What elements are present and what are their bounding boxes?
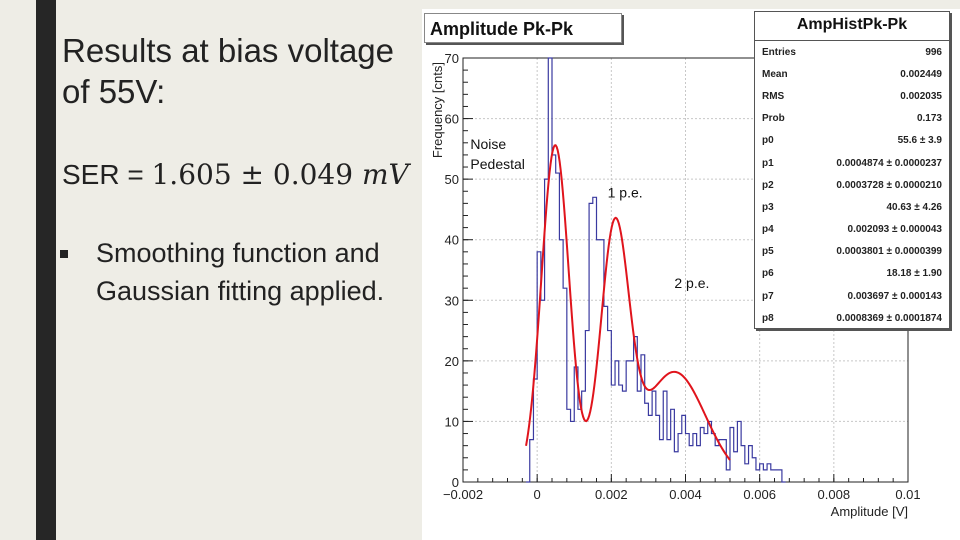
y-tick-label: 30 [445,293,459,308]
stats-label: p6 [762,268,774,280]
formula-unit: mV [361,158,409,191]
stats-value: 0.0008369 ± 0.0001874 [836,312,942,324]
stats-label: Prob [762,113,785,125]
stats-label: Mean [762,68,788,80]
stats-title: AmpHistPk-Pk [755,12,949,41]
y-tick-label: 40 [445,233,459,248]
formula-value: 1.605 ± 0.049 [151,158,362,191]
stats-box: AmpHistPk-Pk Entries 996 Mean 0.002449 RMS 0.… [754,11,950,329]
y-tick-label: 10 [445,414,459,429]
slide-title: Results at bias voltage of 55V: [62,32,395,110]
left-accent-bar [36,0,56,540]
x-tick-label: 0.002 [595,487,628,502]
stats-row-p6: p6 18.18 ± 1.90 [755,263,949,285]
ser-formula: SER = 1.605 ± 0.049 mV [62,158,409,191]
x-tick-label: 0.004 [669,487,702,502]
stats-row-p8: p8 0.0008369 ± 0.0001874 [755,307,949,329]
stats-label: Entries [762,46,796,58]
stats-row-entries: Entries 996 [755,41,949,63]
stats-label: p8 [762,312,774,324]
y-tick-label: 0 [452,475,459,490]
annotation-label: Noise Pedestal [470,136,524,172]
x-tick-label: 0.006 [743,487,776,502]
x-axis-label: Amplitude [V] [831,504,908,519]
y-axis-label: Frequency [cnts] [430,62,445,158]
stats-row-p0: p0 55.6 ± 3.9 [755,130,949,152]
x-tick-label: −0.002 [443,487,483,502]
stats-row-p5: p5 0.0003801 ± 0.0000399 [755,241,949,263]
chart-title: Amplitude Pk-Pk [424,13,622,43]
stats-label: p2 [762,179,774,191]
axis-ticks: −0.002 0 0.002 0.004 0.006 0.008 0.01010203040… [443,51,921,502]
histogram-series [526,57,786,483]
stats-value: 996 [925,46,942,58]
y-tick-label: 60 [445,112,459,127]
stats-label: p0 [762,135,774,147]
stats-value: 0.002093 ± 0.000043 [847,224,942,236]
y-tick-label: 70 [445,51,459,66]
stats-label: p7 [762,290,774,302]
stats-label: RMS [762,90,785,102]
gaussian-fit-curve [525,144,731,461]
stats-value: 0.0003728 ± 0.0000210 [836,179,942,191]
x-tick-label: 0 [534,487,541,502]
stats-value: 0.0004874 ± 0.0000237 [836,157,942,169]
stats-row-prob: Prob 0.173 [755,108,949,130]
stats-label: p1 [762,157,774,169]
x-tick-label: 0.008 [818,487,851,502]
stats-row-p1: p1 0.0004874 ± 0.0000237 [755,152,949,174]
y-tick-label: 50 [445,172,459,187]
bullet-text: Smoothing function and Gaussian fitting … [96,238,385,306]
stats-value: 55.6 ± 3.9 [897,135,942,147]
stats-label: p4 [762,224,774,236]
annotation-label: 2 p.e. [674,275,709,291]
bullet-icon [60,250,68,258]
formula-label: SER = [62,159,152,190]
stats-label: p3 [762,201,774,213]
stats-value: 0.0003801 ± 0.0000399 [836,246,942,258]
stats-label: p5 [762,246,774,258]
stats-rows: Entries 996 Mean 0.002449 RMS 0.002035 Prob 0.1… [755,41,949,329]
stats-row-p2: p2 0.0003728 ± 0.0000210 [755,174,949,196]
stats-row-p3: p3 40.63 ± 4.26 [755,196,949,218]
stats-value: 0.173 [916,113,942,125]
annotation-label: 1 p.e. [608,184,643,200]
stats-value: 0.002449 [900,68,942,80]
stats-row-p4: p4 0.002093 ± 0.000043 [755,219,949,241]
stats-value: 0.003697 ± 0.000143 [847,290,942,302]
stats-row-p7: p7 0.003697 ± 0.000143 [755,285,949,307]
stats-value: 18.18 ± 1.90 [886,268,942,280]
y-tick-label: 20 [445,354,459,369]
x-tick-label: 0.01 [895,487,920,502]
stats-value: 40.63 ± 4.26 [886,201,942,213]
stats-row-mean: Mean 0.002449 [755,63,949,85]
stats-value: 0.002035 [900,90,942,102]
stats-row-rms: RMS 0.002035 [755,85,949,107]
